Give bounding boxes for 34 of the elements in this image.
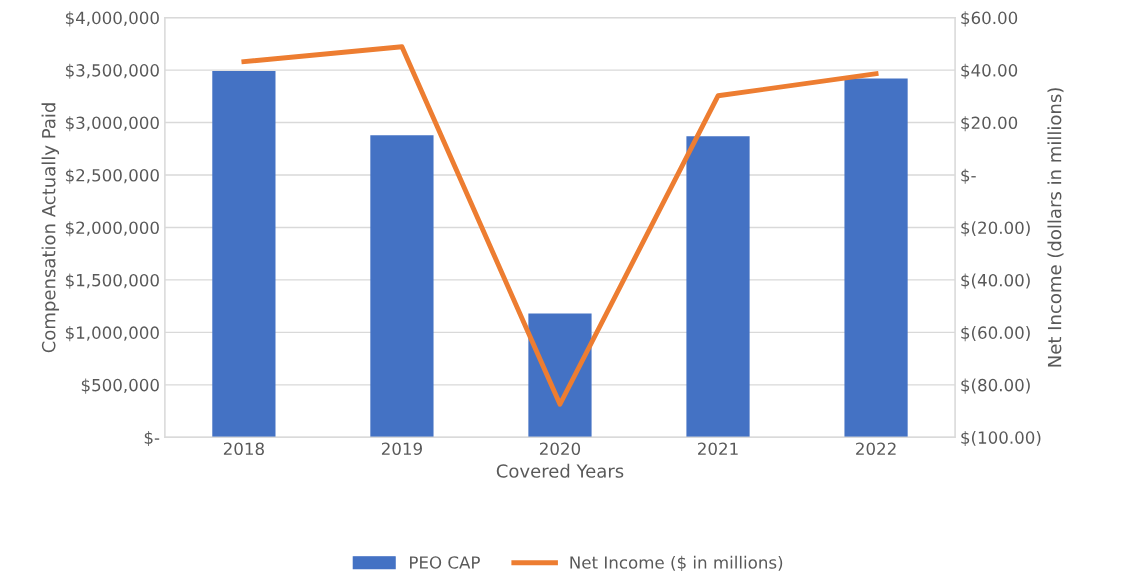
- y-tick-label: $500,000: [81, 378, 159, 394]
- x-axis-title: Covered Years: [496, 463, 624, 478]
- y-tick-label: $3,000,000: [65, 116, 159, 132]
- y2-tick-label: $(80.00): [961, 378, 1030, 394]
- x-tick-label: 2022: [856, 442, 896, 456]
- y-tick-label: $3,500,000: [65, 63, 159, 79]
- y2-tick-label: $(40.00): [961, 273, 1030, 289]
- y2-axis-title: Net Income (dollars in millions): [1047, 88, 1064, 367]
- y2-tick-label: $60.00: [961, 11, 1018, 27]
- y2-tick-label: $(20.00): [961, 221, 1030, 237]
- x-tick-label: 2018: [223, 442, 264, 456]
- legend-label: PEO CAP: [410, 556, 480, 569]
- y2-tick-label: $(60.00): [961, 326, 1030, 342]
- y-axis-title: Compensation Actually Paid: [41, 103, 60, 353]
- bar: [370, 135, 434, 438]
- x-tick-label: 2020: [539, 442, 581, 456]
- y-tick-label: $-: [144, 430, 160, 447]
- y2-tick-label: $40.00: [961, 63, 1018, 79]
- bar: [686, 136, 750, 438]
- legend-label: Net Income ($ in millions): [570, 555, 783, 571]
- y-tick-label: $1,000,000: [65, 326, 159, 342]
- x-tick-label: 2021: [698, 442, 738, 456]
- bar: [844, 78, 908, 438]
- y2-tick-label: $-: [961, 168, 976, 184]
- line-series: [241, 44, 879, 407]
- bar: [212, 71, 276, 438]
- y-tick-label: $1,500,000: [65, 273, 159, 289]
- y2-tick-label: $20.00: [961, 116, 1018, 132]
- y-tick-label: $2,000,000: [65, 221, 159, 237]
- y-tick-label: $4,000,000: [65, 11, 159, 27]
- bar: [528, 313, 592, 438]
- y2-tick-label: $(100.00): [961, 430, 1041, 447]
- x-tick-label: 2019: [381, 442, 422, 456]
- y-tick-label: $2,500,000: [65, 168, 159, 184]
